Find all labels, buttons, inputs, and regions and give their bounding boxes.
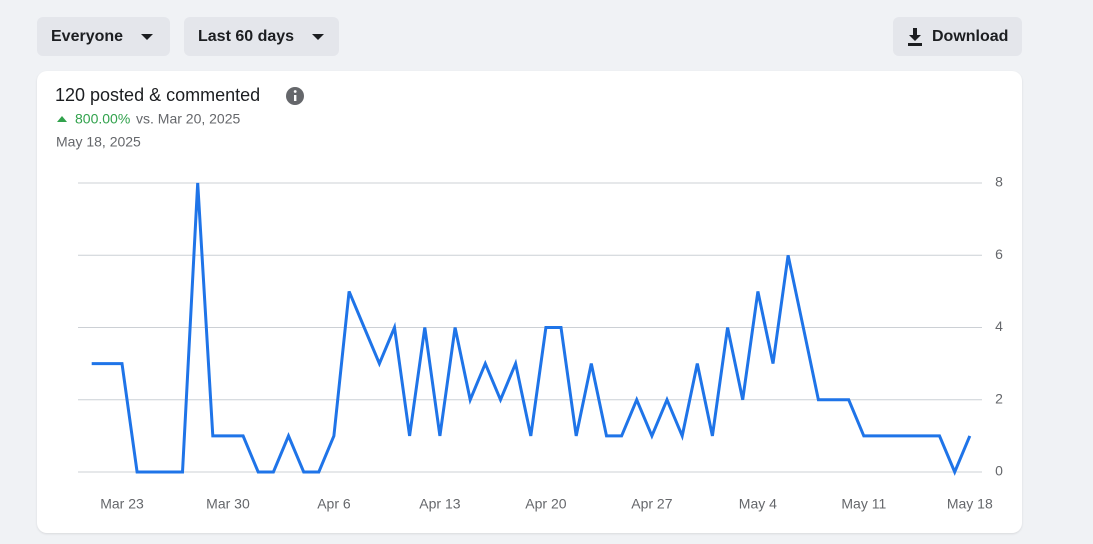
data-line xyxy=(91,182,972,476)
y-tick-label: 6 xyxy=(995,246,1003,262)
y-tick-label: 8 xyxy=(995,174,1003,190)
download-label: Download xyxy=(932,27,1009,45)
x-tick-label: May 11 xyxy=(841,496,886,512)
x-tick-label: Apr 20 xyxy=(525,496,566,512)
up-arrow xyxy=(57,116,67,122)
download-icon xyxy=(908,27,922,46)
x-tick-label: Apr 6 xyxy=(317,496,351,512)
x-tick-label: Mar 23 xyxy=(100,496,144,512)
x-tick-label: Mar 30 xyxy=(206,496,250,512)
comparison-label: vs. Mar 20, 2025 xyxy=(136,111,240,127)
filter-label: Last 60 days xyxy=(198,27,295,45)
audience-filter[interactable]: Everyone xyxy=(37,17,170,56)
caret-icon xyxy=(141,33,153,40)
x-tick-label: Apr 27 xyxy=(631,496,672,512)
download-button[interactable]: Download xyxy=(893,17,1022,56)
chart-title: 120 posted & commented xyxy=(55,85,260,105)
change-value: 800.00% xyxy=(75,111,130,127)
filter-label: Everyone xyxy=(51,27,124,45)
chart-card xyxy=(37,71,1022,533)
caret-icon xyxy=(312,33,324,40)
y-tick-label: 4 xyxy=(995,318,1003,334)
x-tick-label: Apr 13 xyxy=(419,496,460,512)
x-tick-label: May 4 xyxy=(739,496,777,512)
y-tick-label: 2 xyxy=(995,390,1003,406)
x-tick-label: May 18 xyxy=(947,496,993,512)
date-label: May 18, 2025 xyxy=(56,134,141,150)
info-icon xyxy=(286,87,304,105)
y-tick-label: 0 xyxy=(995,463,1003,479)
date-range-filter[interactable]: Last 60 days xyxy=(184,17,339,56)
